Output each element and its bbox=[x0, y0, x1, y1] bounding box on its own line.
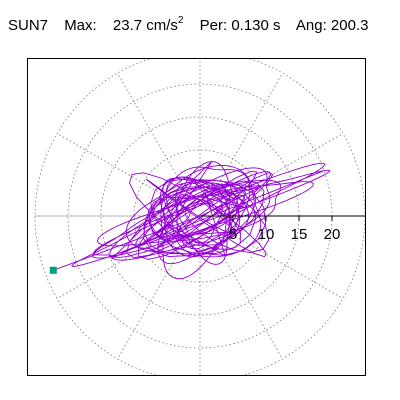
orbit-trace bbox=[53, 160, 331, 280]
grid-spoke-120 bbox=[117, 72, 184, 188]
orbit-path bbox=[71, 160, 331, 280]
header: SUN7 Max: 23.7 cm/s2 Per: 0.130 s Ang: 2… bbox=[8, 15, 369, 38]
grid-spoke-150 bbox=[56, 133, 172, 200]
radial-tick-labels: 5 10 15 20 bbox=[229, 226, 341, 243]
peak-line bbox=[53, 215, 201, 271]
angle-label: Ang: bbox=[295, 17, 327, 34]
radial-axis bbox=[200, 215, 366, 221]
station-code: SUN7 bbox=[8, 17, 49, 34]
period-label: Per: bbox=[199, 17, 228, 34]
radial-tick-label-20: 20 bbox=[324, 226, 341, 243]
plot-frame bbox=[27, 58, 366, 376]
peak-marker-square bbox=[49, 266, 57, 274]
grid-spoke-60 bbox=[216, 72, 283, 188]
grid-spoke-240 bbox=[117, 244, 184, 360]
max-value: 23.7 cm/s bbox=[112, 17, 178, 34]
angle-value: 200.3 bbox=[330, 17, 369, 34]
max-label: Max: bbox=[64, 17, 97, 34]
max-unit-exponent: 2 bbox=[177, 15, 184, 26]
radial-tick-label-15: 15 bbox=[291, 226, 308, 243]
period-value: 0.130 s bbox=[231, 17, 281, 34]
radial-tick-label-10: 10 bbox=[258, 226, 275, 243]
grid-spoke-300 bbox=[216, 244, 283, 360]
peak-marker bbox=[49, 266, 57, 274]
radial-tick-label-5: 5 bbox=[229, 226, 237, 243]
